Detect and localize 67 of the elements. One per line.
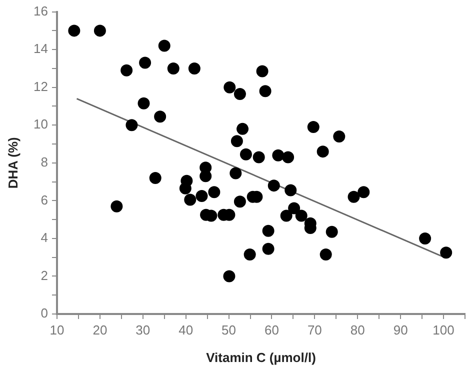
point: [320, 248, 332, 261]
y-tick-label: 14: [34, 41, 48, 56]
y-tick-label: 0: [40, 306, 48, 321]
y-tick-label: 2: [40, 268, 48, 283]
x-tick-label: 50: [222, 322, 236, 338]
x-tick-label: 80: [350, 322, 365, 338]
point: [259, 85, 272, 98]
x-tick-label: 60: [264, 322, 279, 338]
point: [224, 81, 236, 94]
point: [240, 148, 252, 160]
point: [94, 24, 106, 37]
point: [196, 190, 208, 202]
x-tick-label: 30: [136, 322, 150, 338]
point: [252, 151, 265, 164]
y-tick-label: 12: [34, 78, 48, 94]
y-tick-label: 6: [40, 192, 48, 208]
point: [179, 182, 192, 194]
point: [262, 224, 274, 237]
point: [256, 65, 268, 78]
point: [120, 64, 133, 76]
y-tick-label: 4: [40, 230, 48, 246]
point: [139, 56, 152, 69]
point: [280, 210, 292, 222]
point: [268, 180, 280, 192]
point: [158, 40, 170, 52]
point: [282, 151, 294, 164]
point: [167, 62, 180, 74]
point: [326, 226, 338, 238]
point: [230, 135, 243, 148]
point: [149, 172, 162, 184]
x-axis-title: Vitamin C (µmol/l): [206, 350, 316, 365]
x-tick-label: 70: [307, 322, 322, 338]
point: [208, 186, 220, 198]
point: [68, 24, 80, 37]
point: [236, 122, 249, 135]
point: [262, 242, 274, 255]
point: [126, 119, 138, 132]
point: [288, 202, 300, 214]
point: [333, 130, 346, 142]
point: [284, 184, 297, 196]
point: [184, 194, 196, 206]
point: [358, 186, 370, 198]
y-tick-label: 10: [34, 116, 48, 132]
point: [295, 210, 308, 222]
point: [307, 121, 320, 134]
point: [348, 190, 360, 203]
x-tick-label: 100: [432, 322, 454, 338]
point: [419, 232, 432, 244]
point: [223, 270, 236, 282]
point: [230, 167, 242, 180]
point: [200, 170, 212, 182]
point: [272, 149, 284, 162]
point: [440, 246, 452, 259]
x-tick-label: 40: [178, 322, 194, 338]
point: [234, 196, 246, 208]
x-tick-label: 90: [393, 322, 408, 338]
x-tick-label: 20: [92, 322, 108, 338]
y-tick-label: 16: [34, 3, 48, 18]
point: [188, 62, 200, 74]
point: [316, 146, 329, 158]
point: [110, 200, 123, 212]
point: [244, 248, 256, 261]
y-axis-title: DHA (%): [5, 137, 20, 189]
y-tick-label: 8: [40, 154, 48, 170]
point: [138, 97, 150, 110]
point: [154, 110, 166, 123]
point: [234, 88, 246, 100]
